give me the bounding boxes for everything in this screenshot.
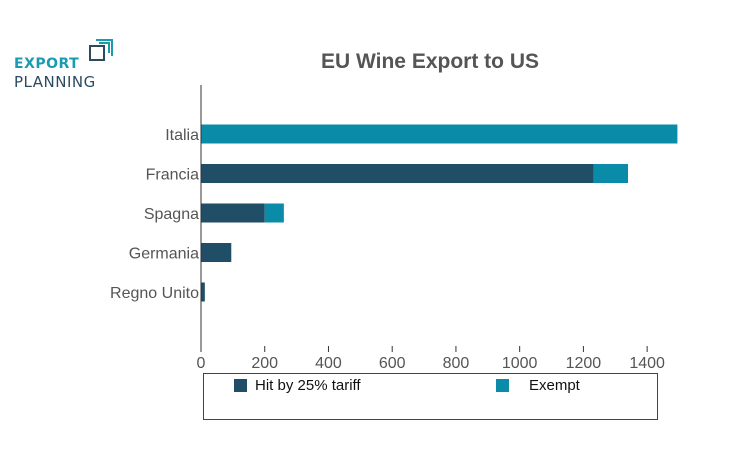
legend: Hit by 25% tariff Exempt [203,373,658,420]
category-labels: Italia Francia Spagna Germania Regno Unito [110,127,199,302]
legend-label-exempt: Exempt [529,377,580,394]
legend-swatch-hit [234,379,247,392]
category-label: Italia [165,127,199,144]
x-tick-label: 400 [315,355,342,372]
legend-item-hit: Hit by 25% tariff [234,377,361,394]
logo-squares-icon [89,39,113,61]
x-tick-label: 1400 [629,355,665,372]
bar-regno-unito-hit [201,282,205,302]
x-tick-label: 1200 [566,355,602,372]
bar-spagna-hit [201,203,265,223]
category-label: Spagna [144,206,199,223]
export-planning-logo: EXPORT PLANNING [14,38,124,94]
bars-group [201,124,678,302]
x-axis: 0 200 400 600 800 1000 1200 1400 [197,346,665,372]
logo-text-planning: PLANNING [14,73,96,91]
x-tick-label: 800 [443,355,470,372]
legend-swatch-exempt [496,379,509,392]
bar-spagna-exempt [264,203,284,223]
category-label: Germania [129,246,199,263]
bar-italia-exempt [201,124,678,144]
legend-item-exempt: Exempt [496,377,580,394]
bar-germania-hit [201,243,232,262]
chart-title: EU Wine Export to US [321,50,539,73]
category-label: Regno Unito [110,285,199,302]
legend-label-hit: Hit by 25% tariff [255,377,361,394]
bar-francia-hit [201,164,594,183]
category-label: Francia [146,167,199,184]
x-tick-label: 0 [197,355,206,372]
bar-francia-exempt [593,164,629,183]
logo-text-export: EXPORT [14,56,80,72]
x-tick-label: 600 [379,355,406,372]
x-tick-label: 200 [251,355,278,372]
x-tick-label: 1000 [502,355,538,372]
